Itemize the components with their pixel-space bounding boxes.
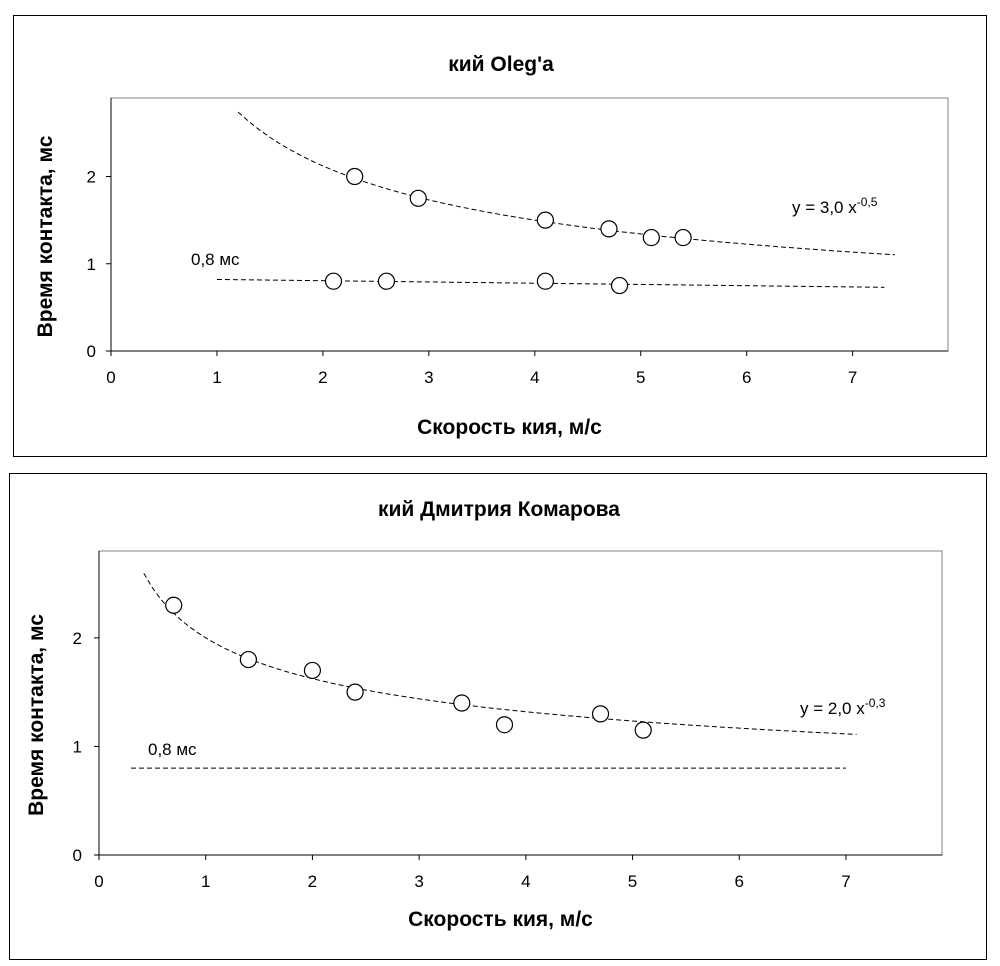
plot-area <box>110 97 949 352</box>
trendline-label: 0,8 мс <box>148 740 197 759</box>
data-point <box>165 596 183 614</box>
data-point <box>536 211 554 229</box>
x-tick-label: 1 <box>201 872 210 891</box>
x-tick-label: 6 <box>742 368 751 387</box>
data-point <box>610 276 629 295</box>
chart-panel-komarov: кий Дмитрия Комарова 0 1 2 3 4 5 6 7 0 1 2 Скорость … <box>9 473 987 960</box>
data-point <box>346 167 364 186</box>
data-point <box>453 694 471 712</box>
x-tick-label: 1 <box>212 368 221 387</box>
data-point <box>674 228 692 247</box>
x-tick-label: 7 <box>841 872 850 891</box>
x-tick-label: 4 <box>521 872 530 891</box>
data-point <box>591 705 610 723</box>
y-axis-label: Время контакта, мс <box>34 135 57 337</box>
data-point <box>303 661 322 680</box>
x-axis-label: Скорость кия, м/с <box>417 416 602 439</box>
x-tick-label: 7 <box>848 368 857 387</box>
trendline-power <box>237 111 896 256</box>
trendline-power <box>143 573 857 735</box>
y-tick-label: 1 <box>87 255 96 274</box>
trendline-label: y = 2,0 x-0,3 <box>800 696 886 718</box>
chart-komarov: кий Дмитрия Комарова 0 1 2 3 4 5 6 7 0 1 2 Скорость … <box>25 498 943 931</box>
chart-panel-oleg: кий Oleg'a 0 1 2 3 4 5 6 7 0 1 2 Скорость кия, м/с Вр… <box>13 15 987 457</box>
data-point <box>409 189 427 207</box>
y-tick-label: 0 <box>73 846 82 865</box>
trendline-label: y = 3,0 x-0,5 <box>792 195 878 217</box>
data-point <box>377 272 396 290</box>
x-axis-label: Скорость кия, м/с <box>408 908 593 931</box>
y-axis-label: Время контакта, мс <box>25 614 48 816</box>
data-point <box>634 721 652 739</box>
y-tick-label: 2 <box>87 168 96 187</box>
chart-oleg: кий Oleg'a 0 1 2 3 4 5 6 7 0 1 2 Скорость кия, м/с Вр… <box>34 53 949 439</box>
data-point <box>495 716 514 734</box>
y-tick-label: 1 <box>73 737 82 756</box>
y-tick-label: 2 <box>73 629 82 648</box>
trendline-label: 0,8 мс <box>191 250 240 269</box>
data-point <box>324 272 343 290</box>
data-point <box>600 220 618 238</box>
plot-area <box>98 550 943 856</box>
data-point <box>346 683 364 701</box>
x-tick-label: 2 <box>308 872 317 891</box>
chart-title: кий Oleg'a <box>448 53 554 76</box>
data-point <box>642 228 660 247</box>
trendline-linear <box>216 278 885 288</box>
data-point <box>239 650 257 669</box>
x-tick-label: 3 <box>424 368 433 387</box>
x-tick-label: 5 <box>636 368 645 387</box>
x-tick-label: 2 <box>318 368 327 387</box>
chart-title: кий Дмитрия Комарова <box>378 498 620 521</box>
x-tick-label: 4 <box>530 368 539 387</box>
x-tick-label: 0 <box>94 872 103 891</box>
x-tick-label: 0 <box>106 368 115 387</box>
x-tick-label: 5 <box>628 872 637 891</box>
y-tick-label: 0 <box>87 342 96 361</box>
x-tick-label: 3 <box>414 872 423 891</box>
data-point <box>536 272 554 290</box>
x-tick-label: 6 <box>735 872 744 891</box>
